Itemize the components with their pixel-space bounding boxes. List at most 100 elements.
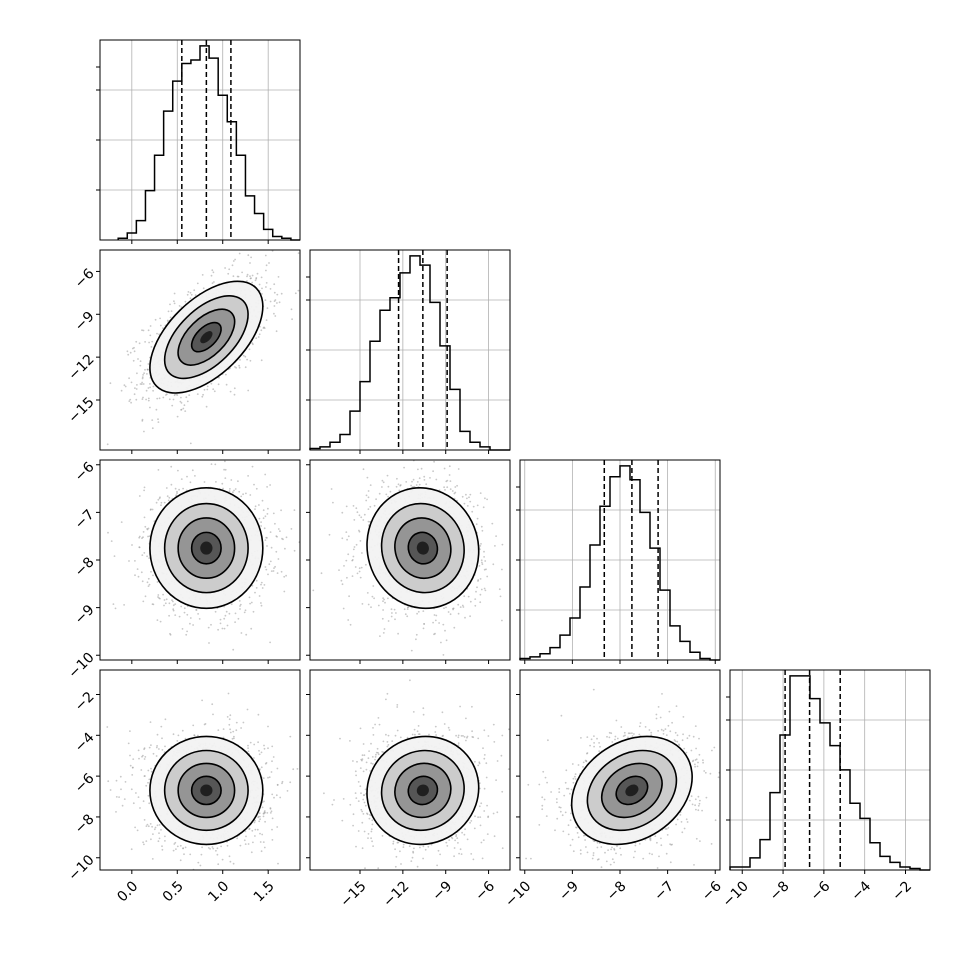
scatter-point	[269, 560, 272, 563]
scatter-point	[265, 286, 267, 288]
scatter-point	[224, 477, 227, 479]
scatter-point	[265, 568, 268, 571]
scatter-point	[217, 863, 220, 866]
scatter-point	[250, 627, 253, 630]
scatter-point	[348, 595, 350, 598]
scatter-point	[462, 606, 465, 608]
scatter-point	[381, 617, 384, 620]
scatter-point	[261, 287, 263, 290]
scatter-point	[130, 381, 133, 384]
scatter-point	[124, 385, 127, 388]
hist-panel-2	[516, 459, 721, 661]
scatter-point	[151, 508, 154, 511]
scatter-point	[269, 300, 272, 303]
scatter-point	[346, 538, 348, 541]
scatter-point	[203, 872, 205, 874]
scatter-point	[176, 492, 178, 495]
scatter-point	[263, 327, 266, 329]
scatter-point	[142, 374, 145, 376]
scatter-point	[398, 489, 401, 492]
scatter-point	[198, 618, 201, 620]
scatter-point	[452, 607, 454, 610]
scatter-point	[260, 604, 263, 607]
scatter-point	[176, 490, 178, 493]
scatter-point	[369, 484, 372, 486]
scatter-point	[155, 408, 158, 411]
scatter-point	[254, 279, 257, 282]
scatter-point	[444, 629, 446, 632]
scatter-point	[365, 494, 368, 497]
scatter-point	[423, 479, 426, 481]
scatter-point	[189, 442, 192, 445]
scatter-point	[395, 612, 397, 614]
scatter-point	[373, 597, 375, 600]
scatter-point	[472, 505, 475, 508]
scatter-point	[480, 588, 483, 591]
scatter-point	[164, 840, 166, 842]
scatter-point	[179, 400, 182, 403]
scatter-point	[224, 468, 227, 471]
scatter-point	[256, 272, 259, 275]
scatter-point	[180, 402, 183, 404]
scatter-point	[453, 626, 456, 629]
scatter-point	[142, 841, 145, 844]
scatter-point	[142, 329, 145, 332]
scatter-point	[386, 474, 389, 477]
scatter-point	[521, 541, 523, 543]
panel-content	[106, 692, 299, 874]
scatter-point	[172, 849, 175, 852]
scatter-point	[158, 748, 160, 750]
scatter-point	[264, 820, 266, 823]
scatter-point	[248, 596, 251, 599]
scatter-point	[156, 397, 159, 400]
scatter-point	[225, 373, 227, 376]
scatter-point	[159, 620, 162, 623]
scatter-point	[297, 252, 300, 255]
scatter-point	[381, 479, 384, 482]
scatter-point	[271, 745, 274, 748]
scatter-point	[147, 387, 150, 389]
scatter-point	[132, 802, 135, 805]
scatter-point	[189, 291, 192, 294]
scatter-point	[152, 385, 155, 388]
scatter-point	[176, 415, 179, 418]
scatter-point	[129, 730, 131, 732]
scatter-point	[143, 430, 145, 433]
scatter-point	[479, 492, 482, 494]
scatter-point	[237, 480, 239, 483]
scatter-point	[172, 600, 174, 603]
scatter-point	[145, 389, 148, 392]
scatter-point	[230, 603, 233, 606]
scatter-point	[156, 733, 159, 736]
scatter-point	[128, 400, 131, 402]
scatter-point	[369, 505, 372, 508]
scatter-point	[457, 603, 460, 606]
scatter-point	[167, 310, 170, 313]
scatter-point	[355, 543, 358, 546]
scatter-point	[453, 664, 455, 666]
scatter-point	[202, 393, 205, 396]
scatter-point	[481, 563, 484, 566]
scatter-point	[356, 572, 359, 575]
scatter-point	[410, 649, 413, 652]
scatter-point	[186, 630, 189, 633]
scatter-point	[342, 607, 345, 610]
scatter-point	[415, 633, 418, 636]
scatter-point	[268, 563, 271, 566]
scatter-point	[141, 580, 144, 583]
scatter-point	[183, 611, 186, 614]
scatter-point	[264, 566, 267, 568]
scatter-point	[259, 815, 261, 818]
scatter-point	[464, 616, 466, 619]
scatter-point	[191, 469, 194, 472]
scatter-point	[404, 613, 407, 616]
scatter-point	[173, 394, 176, 397]
scatter-point	[130, 848, 133, 851]
scatter-point	[395, 485, 398, 488]
scatter-point	[477, 458, 479, 460]
scatter-point	[229, 390, 232, 393]
scatter-point	[265, 269, 267, 272]
scatter-point	[260, 602, 262, 604]
scatter-point	[239, 605, 241, 607]
scatter-point	[165, 598, 168, 601]
